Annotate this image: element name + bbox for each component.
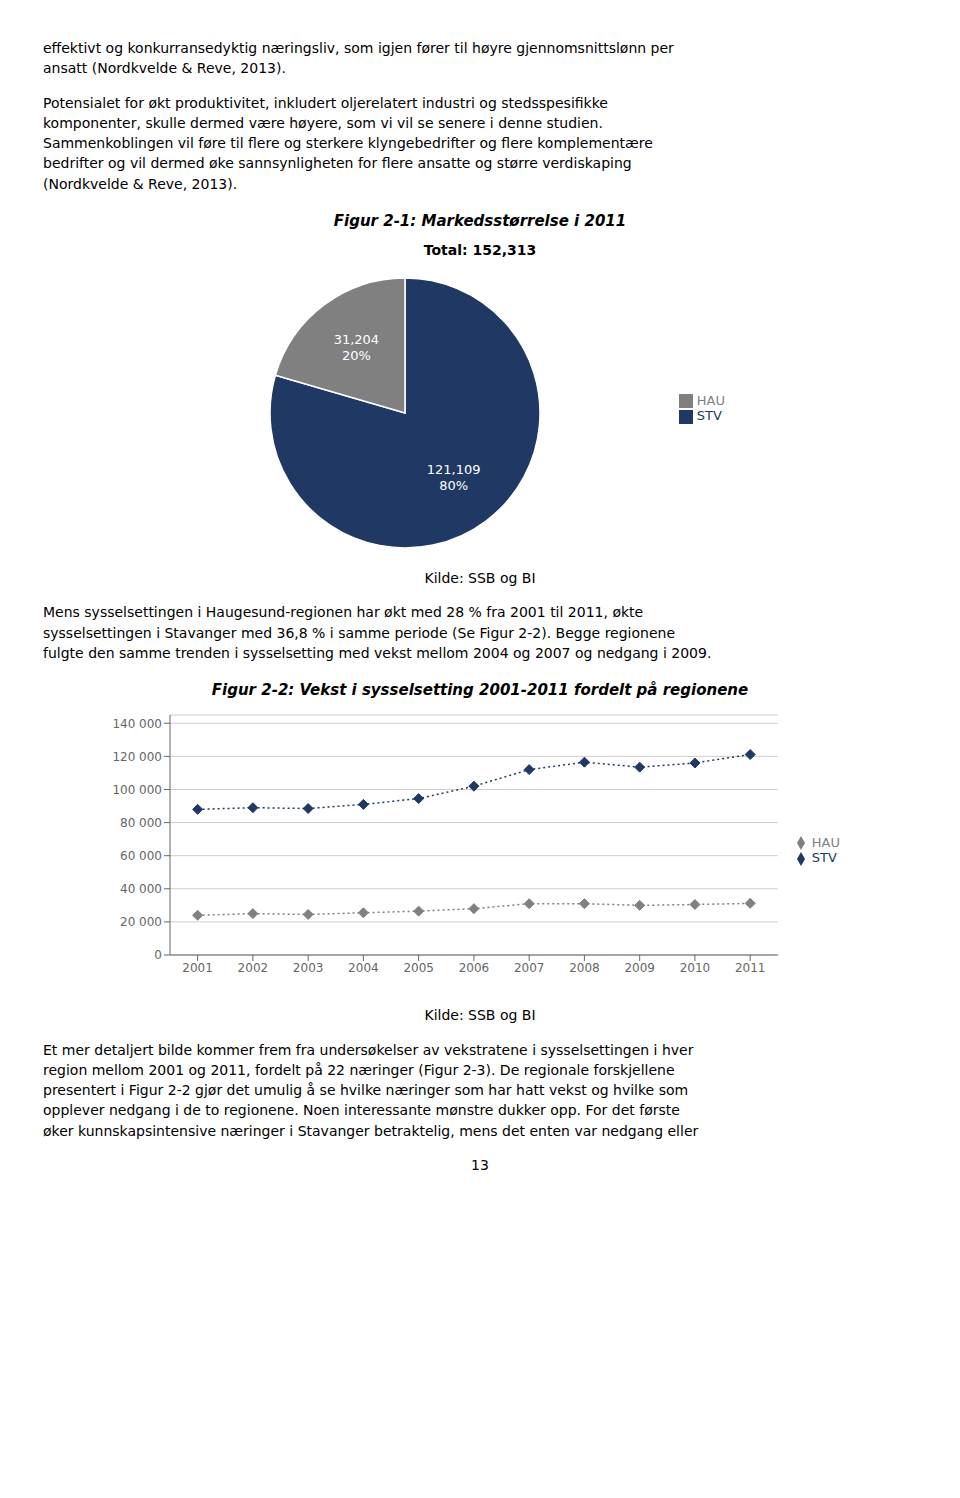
svg-text:20 000: 20 000 xyxy=(120,915,162,929)
svg-text:100 000: 100 000 xyxy=(112,783,162,797)
svg-text:2004: 2004 xyxy=(348,961,379,975)
svg-text:2009: 2009 xyxy=(624,961,655,975)
html-text:STV: STV xyxy=(811,850,837,866)
html-text:effektivt og konkurransedyktig: effektivt og konkurransedyktig næringsli… xyxy=(43,40,674,77)
svg-text:2011: 2011 xyxy=(735,961,766,975)
html-text:Figur 2-2: Vekst i sysselsetti: Figur 2-2: Vekst i sysselsetting 2001-20… xyxy=(211,681,749,700)
html-text:13: 13 xyxy=(471,1157,489,1173)
html-text:HAU: HAU xyxy=(811,834,840,850)
html-text:STV: STV xyxy=(696,408,722,424)
html-text:HAU: HAU xyxy=(696,392,725,408)
svg-text:121,10980%: 121,10980% xyxy=(427,462,481,493)
svg-text:2005: 2005 xyxy=(403,961,434,975)
svg-text:120 000: 120 000 xyxy=(112,750,162,764)
svg-text:2007: 2007 xyxy=(514,961,545,975)
svg-text:140 000: 140 000 xyxy=(112,717,162,731)
html-text:Potensialet for økt produktivi: Potensialet for økt produktivitet, inklu… xyxy=(43,94,653,192)
svg-text:2003: 2003 xyxy=(293,961,324,975)
html-text:Kilde: SSB og BI: Kilde: SSB og BI xyxy=(424,1007,536,1024)
svg-text:2008: 2008 xyxy=(569,961,600,975)
html-text:Figur 2-1: Markedsstørrelse i: Figur 2-1: Markedsstørrelse i 2011 xyxy=(333,212,627,231)
svg-text:80 000: 80 000 xyxy=(120,816,162,830)
svg-text:0: 0 xyxy=(154,949,162,963)
html-text:Mens sysselsettingen i Haugesu: Mens sysselsettingen i Haugesund-regione… xyxy=(43,604,712,661)
svg-text:40 000: 40 000 xyxy=(120,882,162,896)
svg-text:2002: 2002 xyxy=(238,961,269,975)
svg-text:2006: 2006 xyxy=(459,961,490,975)
html-text:Et mer detaljert bilde kommer: Et mer detaljert bilde kommer frem fra u… xyxy=(43,1041,699,1139)
svg-text:2010: 2010 xyxy=(680,961,711,975)
html-text:Kilde: SSB og BI: Kilde: SSB og BI xyxy=(424,570,536,587)
html-text:Total: 152,313: Total: 152,313 xyxy=(423,242,537,259)
svg-text:31,20420%: 31,20420% xyxy=(334,332,380,363)
svg-text:2001: 2001 xyxy=(182,961,213,975)
svg-text:60 000: 60 000 xyxy=(120,849,162,863)
